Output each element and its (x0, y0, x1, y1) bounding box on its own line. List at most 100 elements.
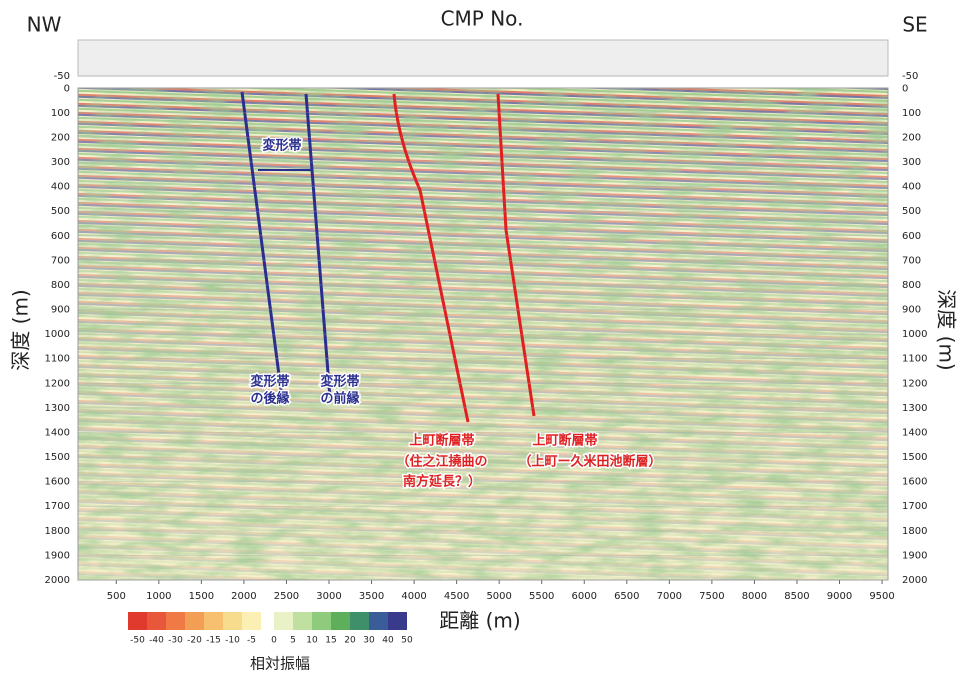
y-tick-label-right: 400 (902, 182, 921, 193)
y-tick-label: 0 (64, 83, 70, 94)
seismic-section (78, 40, 888, 580)
x-tick-label: 5500 (529, 591, 554, 602)
colorbar-label: 相対振幅 (250, 655, 310, 673)
y-tick-label-right: 700 (902, 255, 921, 266)
cmp-strip (78, 40, 888, 76)
y-tick-label: 1500 (45, 452, 70, 463)
y-tick-label-right: 500 (902, 206, 921, 217)
x-tick-label: 4000 (401, 591, 426, 602)
y-tick-label-right: 1800 (902, 526, 927, 537)
colorbar-swatch (242, 612, 261, 630)
y-tick-label-right: 1600 (902, 477, 927, 488)
y-tick-label: 500 (51, 206, 70, 217)
colorbar-tick-label: 10 (306, 636, 318, 646)
y-tick-label: 1300 (45, 403, 70, 414)
colorbar-swatch (350, 612, 369, 630)
y-axis-label-right: 深度 (m) (935, 289, 959, 370)
y-tick-label: -50 (54, 71, 70, 82)
x-tick-label: 6500 (614, 591, 639, 602)
y-tick-label: 1800 (45, 526, 70, 537)
y-tick-label: 900 (51, 305, 70, 316)
y-tick-label: 1700 (45, 501, 70, 512)
y-tick-label: 2000 (45, 575, 70, 586)
chart-title: CMP No. (441, 7, 524, 31)
y-tick-label-right: 1300 (902, 403, 927, 414)
y-tick-label-right: 1500 (902, 452, 927, 463)
y-tick-label: 800 (51, 280, 70, 291)
x-tick-label: 9000 (827, 591, 852, 602)
colorbar-swatch (388, 612, 407, 630)
y-tick-label-right: 300 (902, 157, 921, 168)
colorbar-swatch (185, 612, 204, 630)
colorbar-swatch (147, 612, 166, 630)
chart: NW SE CMP No. 距離 (m) 深度 (m) 深度 (m) 変形帯 変… (0, 0, 965, 675)
y-tick-label-right: 1000 (902, 329, 927, 340)
annotation: の前縁 (320, 391, 359, 407)
left-label: NW (27, 13, 62, 37)
y-tick-label-right: 200 (902, 132, 921, 143)
colorbar-tick-label: 30 (363, 636, 375, 646)
y-tick-label-right: 1100 (902, 354, 927, 365)
x-tick-label: 7000 (657, 591, 682, 602)
y-tick-label: 100 (51, 108, 70, 119)
x-tick-label: 2000 (231, 591, 256, 602)
y-tick-label-right: -50 (902, 71, 918, 82)
page: {"chart_data": {"type": "seismic", "titl… (0, 0, 965, 675)
x-axis-label: 距離 (m) (439, 609, 520, 633)
x-tick-label: 6000 (572, 591, 597, 602)
annotation: （住之江撓曲の (396, 454, 487, 470)
y-tick-label: 1600 (45, 477, 70, 488)
y-tick-label: 300 (51, 157, 70, 168)
colorbar-tick-label: 15 (325, 636, 336, 646)
annotation: 上町断層帯 (532, 433, 597, 449)
y-tick-label: 700 (51, 255, 70, 266)
y-tick-label-right: 1900 (902, 550, 927, 561)
colorbar-tick-label: 20 (344, 636, 356, 646)
x-tick-label: 1500 (189, 591, 214, 602)
colorbar-tick-label: -15 (206, 636, 221, 646)
y-tick-label-right: 0 (902, 83, 908, 94)
x-tick-label: 8000 (742, 591, 767, 602)
colorbar-tick-label: 0 (271, 636, 277, 646)
annotation: 変形帯 (320, 374, 359, 390)
x-tick-label: 7500 (699, 591, 724, 602)
colorbar-tick-label: -20 (187, 636, 202, 646)
colorbar-tick-label: 50 (401, 636, 413, 646)
x-tick-label: 3500 (359, 591, 384, 602)
y-tick-label: 200 (51, 132, 70, 143)
y-tick-label: 1200 (45, 378, 70, 389)
y-axis-label: 深度 (m) (9, 289, 33, 370)
y-tick-label: 1400 (45, 427, 70, 438)
y-tick-label-right: 1400 (902, 427, 927, 438)
x-tick-label: 5000 (486, 591, 511, 602)
x-tick-label: 1000 (146, 591, 171, 602)
colorbar-swatch (223, 612, 242, 630)
colorbar-swatch (369, 612, 388, 630)
colorbar-tick-label: -50 (130, 636, 145, 646)
colorbar-tick-label: 40 (382, 636, 394, 646)
y-tick-label-right: 100 (902, 108, 921, 119)
right-label: SE (902, 13, 927, 37)
annotation: の後縁 (250, 391, 289, 407)
y-tick-label: 1900 (45, 550, 70, 561)
x-tick-label: 4500 (444, 591, 469, 602)
y-tick-label-right: 900 (902, 305, 921, 316)
annotation: （上町ー久米田池断層） (518, 454, 661, 470)
colorbar-swatch (293, 612, 312, 630)
colorbar-tick-label: -40 (149, 636, 164, 646)
colorbar-tick-label: -5 (247, 636, 256, 646)
colorbar-swatch (204, 612, 223, 630)
y-tick-label: 400 (51, 182, 70, 193)
colorbar-tick-label: 5 (290, 636, 296, 646)
x-tick-label: 500 (107, 591, 126, 602)
annotation: 上町断層帯 (409, 433, 474, 449)
y-tick-label: 1100 (45, 354, 70, 365)
y-tick-label: 600 (51, 231, 70, 242)
x-tick-label: 3000 (316, 591, 341, 602)
x-tick-label: 2500 (274, 591, 299, 602)
y-tick-label-right: 1200 (902, 378, 927, 389)
colorbar-swatch (274, 612, 293, 630)
y-tick-label-right: 1700 (902, 501, 927, 512)
x-tick-label: 8500 (784, 591, 809, 602)
y-tick-label-right: 2000 (902, 575, 927, 586)
